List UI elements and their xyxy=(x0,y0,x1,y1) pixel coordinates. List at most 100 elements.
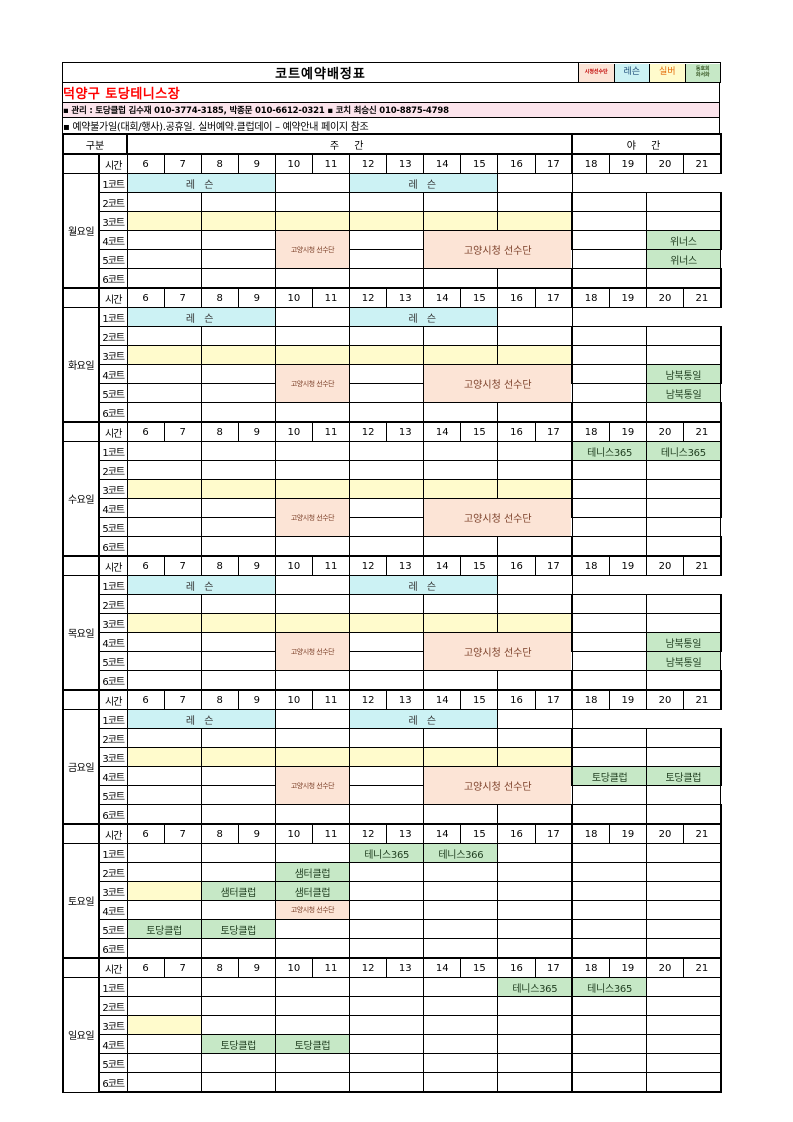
empty-slot[interactable] xyxy=(645,1015,722,1035)
booking-토당클럽[interactable]: 토당클럽 xyxy=(645,766,722,786)
booking-레-슨[interactable]: 레 슨 xyxy=(349,307,499,327)
empty-slot[interactable] xyxy=(349,441,425,461)
booking-레-슨[interactable]: 레 슨 xyxy=(349,709,499,729)
empty-slot[interactable] xyxy=(497,862,573,882)
empty-slot[interactable] xyxy=(571,268,647,289)
empty-slot[interactable] xyxy=(349,670,425,691)
empty-slot[interactable] xyxy=(645,402,722,423)
booking-고양시청-선수단[interactable]: 고양시청 선수단 xyxy=(423,364,573,403)
booking-샘터클럽[interactable]: 샘터클럽 xyxy=(274,862,351,882)
empty-slot[interactable] xyxy=(349,651,425,671)
empty-slot[interactable] xyxy=(571,632,647,652)
empty-slot[interactable] xyxy=(126,249,202,269)
empty-slot[interactable] xyxy=(571,651,647,671)
empty-slot[interactable] xyxy=(571,881,647,901)
empty-slot[interactable] xyxy=(274,536,351,557)
empty-slot[interactable] xyxy=(126,479,202,499)
empty-slot[interactable] xyxy=(423,192,499,212)
empty-slot[interactable] xyxy=(645,268,722,289)
empty-slot[interactable] xyxy=(645,843,722,863)
empty-slot[interactable] xyxy=(423,996,499,1016)
empty-slot[interactable] xyxy=(126,996,202,1016)
booking-고양시청-선수단[interactable]: 고양시청 선수단 xyxy=(423,230,573,269)
booking-고양시청-선수단[interactable]: 고양시청 선수단 xyxy=(274,632,351,671)
booking-토당클럽[interactable]: 토당클럽 xyxy=(571,766,647,786)
booking-샘터클럽[interactable]: 샘터클럽 xyxy=(200,881,276,901)
booking-고양시청-선수단[interactable]: 고양시청 선수단 xyxy=(274,498,351,537)
empty-slot[interactable] xyxy=(274,977,351,997)
empty-slot[interactable] xyxy=(274,747,351,767)
empty-slot[interactable] xyxy=(349,460,425,480)
empty-slot[interactable] xyxy=(423,594,499,614)
empty-slot[interactable] xyxy=(349,249,425,269)
empty-slot[interactable] xyxy=(200,326,276,346)
empty-slot[interactable] xyxy=(126,192,202,212)
empty-slot[interactable] xyxy=(349,996,425,1016)
empty-slot[interactable] xyxy=(497,728,573,748)
empty-slot[interactable] xyxy=(200,804,276,825)
empty-slot[interactable] xyxy=(645,192,722,212)
empty-slot[interactable] xyxy=(349,1072,425,1093)
empty-slot[interactable] xyxy=(497,441,573,461)
empty-slot[interactable] xyxy=(497,460,573,480)
empty-slot[interactable] xyxy=(497,536,573,557)
empty-slot[interactable] xyxy=(497,211,573,231)
empty-slot[interactable] xyxy=(126,364,202,384)
empty-slot[interactable] xyxy=(571,517,647,537)
empty-slot[interactable] xyxy=(497,938,573,959)
empty-slot[interactable] xyxy=(126,670,202,691)
empty-slot[interactable] xyxy=(200,1072,276,1093)
empty-slot[interactable] xyxy=(200,613,276,633)
empty-slot[interactable] xyxy=(349,766,425,786)
empty-slot[interactable] xyxy=(126,594,202,614)
empty-slot[interactable] xyxy=(349,977,425,997)
empty-slot[interactable] xyxy=(423,977,499,997)
empty-slot[interactable] xyxy=(423,1015,499,1035)
empty-slot[interactable] xyxy=(349,230,425,250)
empty-slot[interactable] xyxy=(200,728,276,748)
empty-slot[interactable] xyxy=(200,632,276,652)
empty-slot[interactable] xyxy=(274,1053,351,1073)
empty-slot[interactable] xyxy=(349,594,425,614)
empty-slot[interactable] xyxy=(349,192,425,212)
empty-slot[interactable] xyxy=(349,326,425,346)
empty-slot[interactable] xyxy=(126,268,202,289)
empty-slot[interactable] xyxy=(423,919,499,939)
empty-slot[interactable] xyxy=(645,900,722,920)
empty-slot[interactable] xyxy=(126,536,202,557)
booking-테니스365[interactable]: 테니스365 xyxy=(571,441,647,461)
empty-slot[interactable] xyxy=(423,881,499,901)
empty-slot[interactable] xyxy=(274,843,351,863)
booking-고양시청-선수단[interactable]: 고양시청 선수단 xyxy=(423,632,573,671)
booking-남북통일[interactable]: 남북통일 xyxy=(645,651,722,671)
empty-slot[interactable] xyxy=(497,268,573,289)
empty-slot[interactable] xyxy=(200,441,276,461)
empty-slot[interactable] xyxy=(126,402,202,423)
empty-slot[interactable] xyxy=(571,785,647,805)
empty-slot[interactable] xyxy=(497,326,573,346)
empty-slot[interactable] xyxy=(571,460,647,480)
empty-slot[interactable] xyxy=(349,938,425,959)
empty-slot[interactable] xyxy=(274,1015,351,1035)
empty-slot[interactable] xyxy=(349,900,425,920)
booking-토당클럽[interactable]: 토당클럽 xyxy=(200,919,276,939)
empty-slot[interactable] xyxy=(497,345,573,365)
booking-테니스365[interactable]: 테니스365 xyxy=(349,843,425,863)
empty-slot[interactable] xyxy=(126,632,202,652)
booking-샘터클럽[interactable]: 샘터클럽 xyxy=(274,881,351,901)
empty-slot[interactable] xyxy=(200,996,276,1016)
empty-slot[interactable] xyxy=(497,613,573,633)
empty-slot[interactable] xyxy=(126,900,202,920)
empty-slot[interactable] xyxy=(200,977,276,997)
booking-고양시청-선수단[interactable]: 고양시청 선수단 xyxy=(274,230,351,269)
empty-slot[interactable] xyxy=(274,326,351,346)
empty-slot[interactable] xyxy=(126,881,202,901)
empty-slot[interactable] xyxy=(274,345,351,365)
empty-slot[interactable] xyxy=(571,211,647,231)
empty-slot[interactable] xyxy=(349,517,425,537)
empty-slot[interactable] xyxy=(571,326,647,346)
empty-slot[interactable] xyxy=(349,919,425,939)
booking-고양시청-선수단[interactable]: 고양시청 선수단 xyxy=(423,498,573,537)
empty-slot[interactable] xyxy=(423,938,499,959)
empty-slot[interactable] xyxy=(274,441,351,461)
